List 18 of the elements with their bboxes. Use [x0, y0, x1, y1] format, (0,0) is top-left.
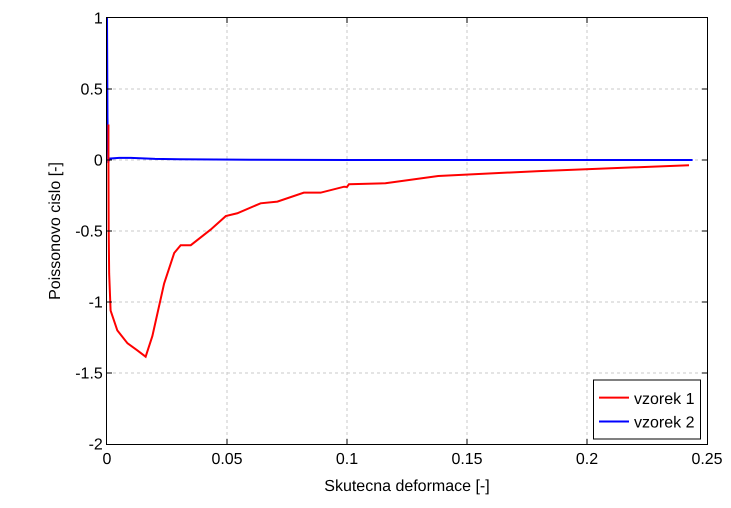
y-tick-label: -2 — [88, 436, 103, 454]
x-tick-label: 0.05 — [211, 451, 243, 468]
legend-label: vzorek 2 — [634, 414, 695, 432]
y-axis-title: Poissonovo cislo [-] — [47, 162, 64, 300]
x-tick-label: 0.15 — [451, 451, 483, 468]
x-tick-label: 0.2 — [576, 451, 598, 468]
line-series — [107, 18, 694, 164]
y-tick-label: 1 — [94, 10, 103, 28]
line-series — [107, 124, 690, 358]
legend-label: vzorek 1 — [634, 390, 695, 408]
y-tick-label: -1 — [88, 294, 103, 312]
x-tick-label: 0.25 — [691, 451, 723, 468]
x-axis-title: Skutecna deformace [-] — [324, 478, 490, 495]
y-tick-label: 0 — [94, 152, 103, 170]
y-tick-label: 0.5 — [80, 82, 103, 99]
y-tick-label: -0.5 — [75, 224, 103, 241]
x-tick-label: 0.1 — [336, 451, 358, 468]
y-tick-label: -1.5 — [75, 366, 103, 383]
